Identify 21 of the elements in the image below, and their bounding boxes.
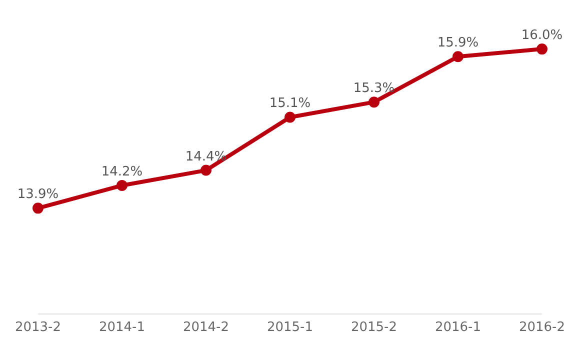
- data-label: 15.9%: [437, 36, 479, 51]
- x-tick-label: 2014-2: [182, 320, 230, 336]
- x-tick-label: 2016-2: [518, 320, 566, 336]
- point: [200, 164, 212, 176]
- x-tick-label: 2015-2: [350, 320, 398, 336]
- data-label: 14.2%: [101, 164, 143, 180]
- data-label: 13.9%: [17, 187, 59, 202]
- point: [32, 202, 44, 214]
- x-tick-label: 2015-1: [266, 320, 314, 336]
- data-label: 14.4%: [185, 149, 227, 164]
- point: [536, 44, 548, 55]
- x-tick-label: 2014-1: [98, 320, 146, 336]
- point: [116, 180, 128, 191]
- x-tick-label: 2013-2: [14, 320, 62, 336]
- point: [452, 51, 464, 62]
- data-label: 16.0%: [521, 28, 563, 44]
- data-label: 15.1%: [269, 96, 311, 112]
- point: [368, 96, 380, 108]
- x-tick-label: 2016-1: [434, 320, 482, 336]
- data-label: 15.3%: [353, 81, 395, 96]
- point: [284, 112, 296, 123]
